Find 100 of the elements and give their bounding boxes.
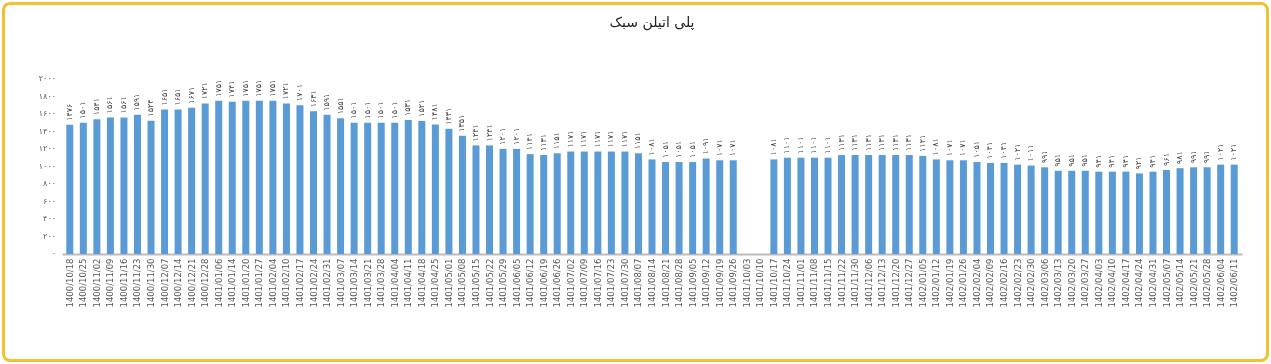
data-label: ۱۱۳۱ (904, 133, 914, 152)
x-tick-label: 1401/05/15 (470, 258, 481, 308)
data-label: ۱۱۳۱ (836, 133, 846, 152)
data-label: ۱۱۳۱ (890, 133, 900, 152)
bar (783, 157, 791, 254)
x-tick-label: 1400/11/30 (146, 258, 157, 308)
data-label: ۱۵۹۱ (132, 93, 142, 111)
data-label: ۱۱۷۱ (565, 130, 575, 148)
x-tick-label: 1402/03/06 (1039, 258, 1050, 308)
bar (1190, 167, 1198, 254)
data-label: ۱۱۳۱ (877, 133, 887, 152)
data-label: ۹۹۱ (1039, 150, 1049, 164)
bar (1122, 171, 1130, 254)
bar (445, 128, 453, 254)
x-tick-label: 1400/10/25 (78, 258, 89, 308)
bar (228, 101, 236, 254)
bar (458, 135, 466, 254)
bar (1230, 164, 1238, 254)
bar (810, 157, 818, 254)
x-tick-label: 1401/03/28 (376, 258, 387, 308)
bar (215, 100, 223, 254)
data-label: ۱۵۲۱ (416, 99, 426, 117)
y-tick-label: ۸۰۰ (43, 179, 56, 188)
x-tick-label: 1401/01/14 (227, 258, 238, 308)
data-label: ۱۶۷۱ (186, 86, 196, 104)
bar (987, 162, 994, 254)
x-tick-label: 1401/02/24 (308, 258, 319, 308)
bar (431, 124, 439, 254)
bar (1027, 165, 1035, 254)
x-tick-label: 1401/07/02 (565, 258, 576, 308)
data-label: ۱۰۵۱ (660, 140, 670, 159)
bar (662, 162, 670, 254)
data-label: ۱۷۰۱ (294, 83, 304, 102)
x-tick-label: 1401/08/21 (660, 258, 671, 308)
bar (79, 122, 87, 254)
bar (486, 145, 494, 254)
data-label: ۱۶۵۱ (159, 88, 169, 106)
x-tick-label: 1400/11/02 (91, 258, 102, 308)
x-tick-label: 1401/08/07 (633, 258, 644, 308)
x-tick-label: 1401/08/28 (674, 258, 685, 308)
data-label: ۱۵۰۱ (389, 101, 399, 119)
data-label: ۱۰۹۱ (701, 137, 711, 155)
x-tick-label: 1402/01/26 (958, 258, 969, 308)
bar (404, 120, 412, 254)
x-tick-label: 1402/05/21 (1188, 258, 1199, 308)
bar (689, 162, 697, 254)
x-tick-label: 1400/11/23 (132, 258, 143, 308)
bar (797, 157, 805, 254)
bar (1135, 173, 1143, 254)
x-tick-label: 1400/12/28 (200, 258, 211, 308)
bar (973, 162, 981, 254)
bar (878, 155, 886, 254)
x-tick-label: 1401/06/26 (552, 258, 563, 308)
data-label: ۱۵۵۱ (335, 97, 345, 115)
x-tick-label: 1401/07/09 (579, 258, 590, 308)
x-tick-label: 1402/06/04 (1215, 258, 1226, 308)
data-label: ۱۴۳۱ (443, 107, 453, 125)
bar (66, 124, 74, 254)
bar (499, 148, 507, 254)
x-tick-label: 1401/11/22 (836, 258, 847, 308)
data-label: ۱۱۳۱ (863, 133, 873, 152)
x-tick-label: 1401/07/30 (619, 258, 630, 308)
data-label: ۱۰۷۱ (958, 139, 968, 157)
data-label: ۱۷۵۱ (267, 79, 277, 97)
data-label: ۱۱۰۱ (823, 136, 833, 154)
data-label: ۹۴۱ (1107, 154, 1117, 168)
x-tick-label: 1401/02/10 (281, 258, 292, 308)
bar (350, 122, 358, 254)
bar (1014, 164, 1022, 254)
data-label: ۱۱۳۱ (538, 133, 548, 152)
data-label: ۱۱۵۱ (633, 132, 643, 150)
x-tick-label: 1402/04/31 (1147, 258, 1158, 308)
x-tick-label: 1401/06/19 (538, 258, 549, 308)
bar (851, 155, 859, 254)
data-label: ۱۶۳۱ (308, 90, 318, 108)
bar (770, 159, 778, 254)
x-tick-label: 1401/05/22 (484, 258, 495, 308)
data-label: ۱۰۷۱ (714, 139, 724, 157)
bar (201, 103, 209, 254)
data-label: ۱۰۸۱ (768, 138, 778, 156)
data-label: ۱۰۸۱ (647, 138, 656, 156)
data-label: ۱۱۷۱ (606, 130, 616, 148)
bar (418, 120, 426, 254)
x-tick-label: 1401/04/04 (389, 258, 400, 308)
x-tick-label: 1401/06/12 (525, 258, 536, 308)
bar (905, 155, 913, 254)
bar (607, 151, 615, 254)
data-label: ۱۱۷۱ (579, 130, 589, 148)
data-label: ۹۴۱ (1147, 154, 1157, 168)
x-tick-label: 1402/04/17 (1120, 258, 1131, 308)
data-label: ۱۵۴۱ (91, 97, 101, 116)
data-label: ۱۵۶۱ (105, 96, 115, 114)
x-tick-label: 1402/01/05 (917, 258, 928, 308)
bar (1054, 170, 1062, 254)
x-tick-label: 1401/03/14 (349, 258, 360, 308)
x-tick-label: 1400/12/21 (186, 258, 197, 308)
y-tick-label: ۱۶۰۰ (38, 109, 56, 118)
x-tick-label: 1401/10/03 (741, 258, 752, 308)
y-tick-label: ۱۸۰۰ (38, 91, 56, 101)
bar (838, 155, 846, 254)
